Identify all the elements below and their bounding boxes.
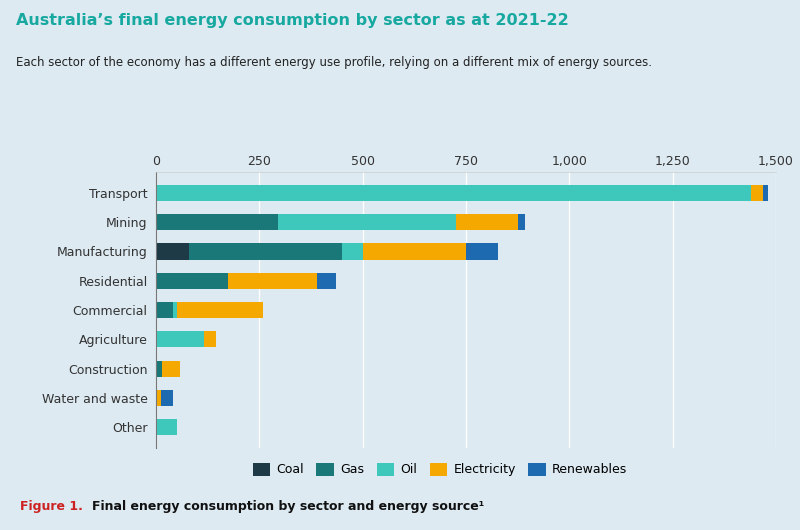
Bar: [518, 214, 525, 230]
Bar: [177, 302, 263, 318]
Bar: [162, 360, 180, 377]
Bar: [762, 185, 768, 201]
Bar: [456, 214, 518, 230]
Legend: Coal, Gas, Oil, Electricity, Renewables: Coal, Gas, Oil, Electricity, Renewables: [247, 458, 633, 481]
Bar: [156, 214, 278, 230]
Bar: [203, 331, 216, 347]
Text: Final energy consumption by sector and energy source¹: Final energy consumption by sector and e…: [92, 500, 484, 513]
Bar: [156, 419, 177, 435]
Bar: [156, 360, 162, 377]
Bar: [156, 185, 751, 201]
Bar: [317, 273, 336, 289]
Text: Australia’s final energy consumption by sector as at 2021-22: Australia’s final energy consumption by …: [16, 13, 569, 28]
Bar: [228, 273, 317, 289]
Bar: [278, 214, 456, 230]
Bar: [156, 243, 189, 260]
Bar: [751, 185, 762, 201]
Bar: [156, 273, 228, 289]
Bar: [156, 331, 203, 347]
Text: Each sector of the economy has a different energy use profile, relying on a diff: Each sector of the economy has a differe…: [16, 56, 652, 69]
Bar: [156, 302, 173, 318]
Text: Figure 1.: Figure 1.: [20, 500, 83, 513]
Bar: [173, 302, 177, 318]
Bar: [189, 243, 342, 260]
Bar: [156, 390, 161, 406]
Bar: [342, 243, 362, 260]
Bar: [362, 243, 466, 260]
Bar: [161, 390, 173, 406]
Bar: [466, 243, 498, 260]
